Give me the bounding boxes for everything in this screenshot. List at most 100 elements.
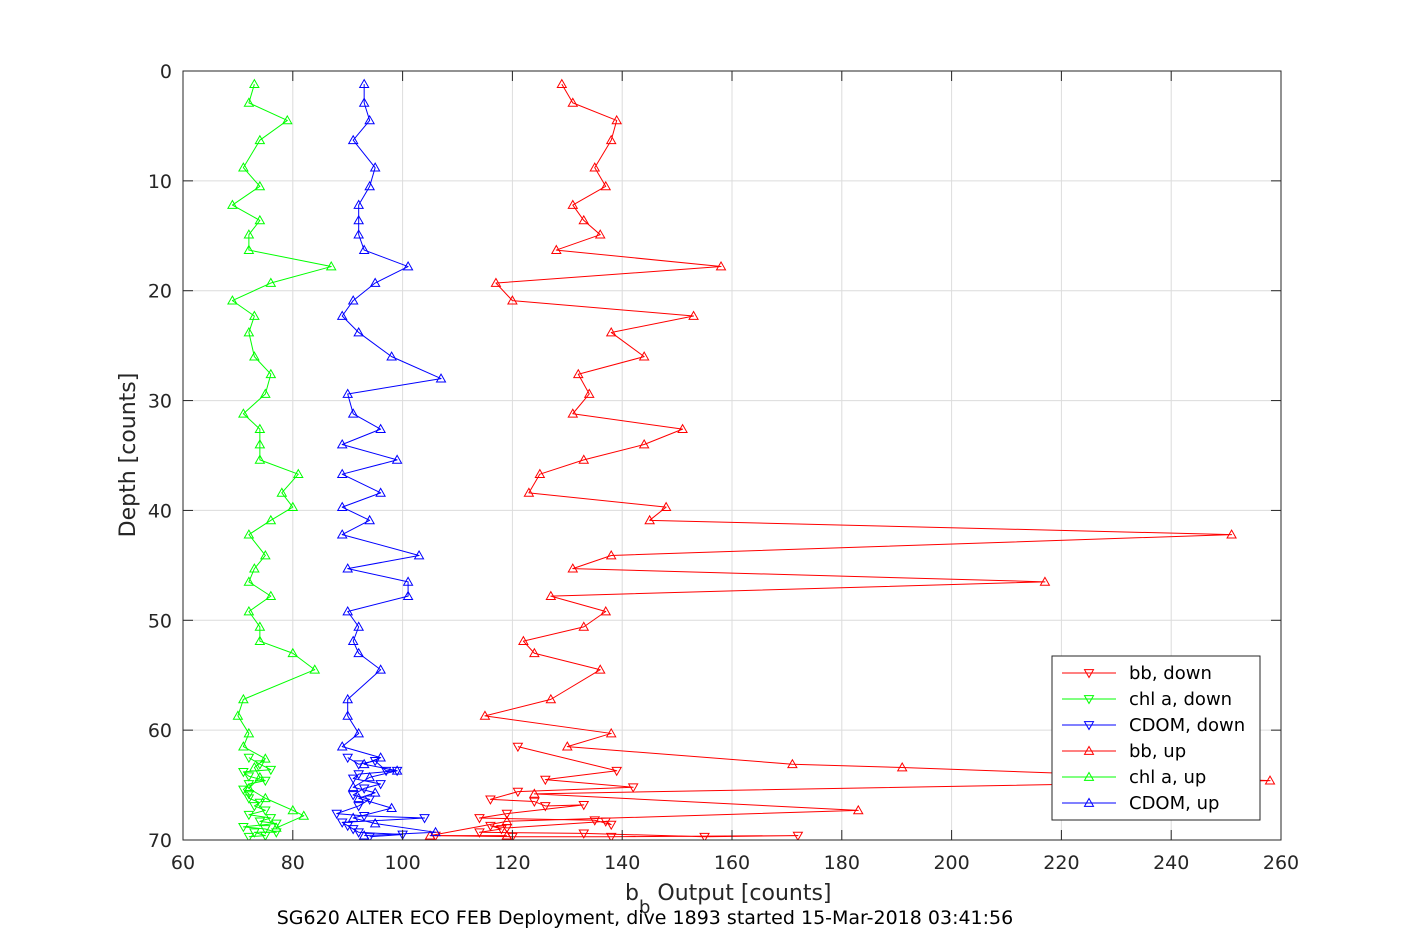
- data-point-bb-down: [627, 783, 639, 793]
- legend-marker-bb-down: [1083, 669, 1095, 679]
- data-point-chl-a-up: [249, 761, 260, 772]
- data-point-bb-up: [523, 487, 535, 497]
- data-point-bb-up: [583, 388, 595, 398]
- series-line-bb-down: [435, 746, 799, 838]
- x-tick-label: 120: [494, 852, 530, 874]
- data-point-chl-a-up: [254, 771, 266, 782]
- data-point-cdom-down: [358, 811, 370, 822]
- legend-box: [1051, 655, 1261, 821]
- data-point-chl-a-up: [259, 753, 271, 763]
- data-point-bb-up: [528, 647, 540, 658]
- data-point-cdom-up: [364, 114, 376, 125]
- data-point-bb-up: [567, 199, 579, 209]
- data-point-chl-a-up: [254, 621, 266, 631]
- data-point-chl-a-up: [243, 229, 255, 239]
- data-point-bb-down: [699, 832, 710, 840]
- data-point-cdom-up: [375, 487, 387, 497]
- legend-marker-bb-up: [1083, 745, 1095, 755]
- legend-marker-chl-a-down: [1083, 695, 1095, 705]
- y-tick-label: 40: [148, 500, 172, 522]
- legend-entry-bb-down: bb, down: [1062, 663, 1212, 684]
- data-point-bb-up: [787, 758, 798, 769]
- data-point-cdom-down: [347, 825, 359, 835]
- data-point-chl-a-up: [227, 295, 238, 305]
- data-point-cdom-up: [353, 621, 365, 631]
- data-point-bb-up: [424, 830, 436, 840]
- y-tick-label: 50: [148, 610, 172, 632]
- data-point-bb-up: [578, 454, 590, 464]
- x-tick-label: 240: [1153, 852, 1189, 874]
- legend-label-chl-a-up: chl a, up: [1129, 767, 1206, 788]
- data-point-chl-a-up: [249, 310, 260, 320]
- data-point-bb-up: [594, 664, 606, 674]
- data-point-bb-up: [660, 501, 672, 512]
- x-tick-label: 160: [714, 852, 750, 874]
- data-point-cdom-up: [353, 199, 365, 209]
- x-axis-title-main: b: [625, 881, 639, 906]
- x-tick-label: 180: [824, 852, 860, 874]
- data-point-chl-a-up: [259, 792, 271, 803]
- data-point-cdom-up: [347, 134, 359, 145]
- data-point-chl-a-up: [249, 563, 260, 573]
- data-point-cdom-down: [419, 814, 430, 824]
- data-point-bb-down: [496, 825, 507, 835]
- data-point-cdom-up: [375, 664, 387, 674]
- data-point-bb-down: [578, 800, 590, 811]
- data-point-bb-up: [605, 134, 617, 145]
- data-point-bb-up: [507, 295, 518, 305]
- data-point-chl-a-down: [243, 832, 255, 840]
- data-point-chl-a-up: [238, 162, 249, 172]
- data-point-cdom-up: [358, 97, 370, 107]
- data-point-cdom-up: [347, 408, 359, 418]
- legend-marker-cdom-up: [1083, 797, 1095, 807]
- data-point-chl-a-up: [227, 199, 238, 209]
- data-point-cdom-up: [364, 514, 376, 525]
- data-point-chl-a-up: [259, 388, 271, 398]
- data-point-cdom-up: [347, 635, 359, 646]
- data-point-chl-a-down: [270, 819, 282, 830]
- data-point-cdom-down: [347, 791, 359, 801]
- data-point-bb-down: [485, 821, 496, 832]
- axis-layer: 60 80 100 120 140 160 180 200 220 240 260 0 10 20 30 40…: [148, 61, 1299, 874]
- data-point-bb-up: [567, 563, 579, 573]
- data-point-bb-up: [490, 277, 502, 287]
- data-point-bb-up: [534, 468, 546, 479]
- series-line-cdom-down: [336, 757, 426, 838]
- data-point-bb-down: [578, 829, 590, 839]
- data-point-cdom-up: [430, 826, 441, 837]
- data-point-chl-a-down: [254, 798, 266, 809]
- data-point-chl-a-up: [249, 351, 260, 361]
- data-point-bb-up: [589, 162, 601, 172]
- data-point-chl-a-up: [276, 487, 288, 497]
- data-point-chl-a-up: [243, 529, 255, 539]
- data-point-chl-a-down: [243, 753, 255, 764]
- data-point-cdom-down: [353, 802, 365, 812]
- y-tick-label: 60: [148, 720, 172, 742]
- legend-entry-cdom-down: CDOM, down: [1062, 715, 1245, 736]
- data-point-bb-down: [474, 828, 485, 838]
- data-point-bb-up: [501, 815, 513, 826]
- data-point-bb-up: [1039, 576, 1051, 586]
- data-point-bb-up: [638, 439, 650, 449]
- data-point-bb-up: [600, 605, 612, 616]
- data-point-cdom-down: [353, 828, 365, 838]
- data-point-chl-a-up: [265, 590, 277, 600]
- data-point-bb-down: [589, 816, 601, 826]
- data-point-cdom-up: [336, 741, 348, 751]
- data-point-bb-up: [605, 727, 617, 738]
- legend-label-bb-up: bb, up: [1129, 741, 1186, 762]
- data-point-cdom-up: [353, 214, 365, 225]
- data-point-chl-a-up: [254, 134, 266, 145]
- data-point-chl-a-down: [243, 772, 255, 782]
- data-point-chl-a-up: [298, 810, 310, 820]
- legend-marker-cdom-down: [1083, 721, 1095, 731]
- data-point-bb-down: [792, 831, 804, 840]
- y-axis-title: Depth [counts]: [116, 373, 141, 538]
- data-point-chl-a-up: [254, 454, 266, 464]
- legend-entry-bb-up: bb, up: [1062, 741, 1186, 762]
- data-point-cdom-up: [336, 439, 348, 449]
- data-point-bb-up: [715, 261, 727, 271]
- data-point-cdom-up: [375, 752, 387, 762]
- data-point-chl-a-down: [238, 822, 249, 833]
- data-point-chl-a-up: [270, 822, 282, 832]
